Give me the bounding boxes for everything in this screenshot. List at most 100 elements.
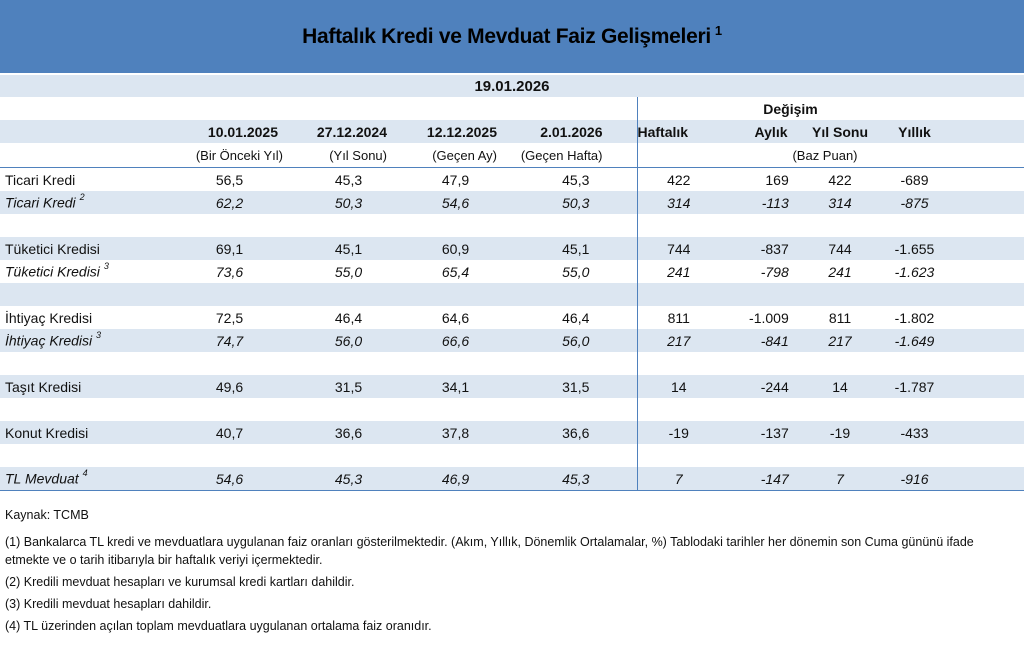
change-header: Değişim [763, 100, 818, 117]
value-cell: 55,0 [562, 263, 590, 280]
change-cell: 14 [800, 375, 880, 398]
change-cell: 314 [800, 191, 880, 214]
row-label: Ticari Kredi [0, 167, 158, 191]
col-date: 12.12.2025 [396, 120, 515, 143]
col-subtitle: (Bir Önceki Yıl) [195, 147, 283, 163]
table-row: Tüketici Kredisi 69,1 45,1 60,9 45,1 744… [0, 237, 1024, 260]
value-cell: 55,0 [334, 263, 363, 280]
value-cell: 54,6 [396, 191, 515, 214]
spacer-row [0, 214, 1024, 237]
change-cell: 744 [800, 237, 880, 260]
change-cell: 811 -1.009 [636, 306, 800, 329]
value-cell: 46,4 [562, 309, 590, 326]
title-text: Haftalık Kredi ve Mevduat Faiz Gelişmele… [302, 24, 711, 48]
spacer-row [0, 283, 1024, 306]
change-cell: -916 [880, 467, 949, 491]
change-cell: 241 -798 [636, 260, 800, 283]
value-cell: 54,6 [158, 467, 301, 491]
col-subtitle: (Yıl Sonu) [329, 147, 387, 163]
row-label: Tüketici Kredisi [0, 237, 158, 260]
change-col-header: Haftalık Aylık [636, 120, 800, 143]
change-cell: -1.655 [880, 237, 949, 260]
change-unit: (Baz Puan) [792, 147, 858, 163]
change-col-header: Yıllık [880, 120, 949, 143]
row-label: İhtiyaç Kredisi 3 [0, 329, 158, 352]
table-row: Ticari Kredi 2 62,2 50,3 54,6 50,3 314 -1… [0, 191, 1024, 214]
title-footnote-ref: 1 [714, 23, 722, 38]
value-cell: 36,6 [515, 421, 637, 444]
spacer-row [0, 352, 1024, 375]
change-cell: 7 [800, 467, 880, 491]
value-cell: 45,3 [301, 467, 396, 491]
change-cell: -1.623 [894, 263, 935, 280]
value-cell: 56,5 [158, 167, 301, 191]
row-label: Taşıt Kredisi [0, 375, 158, 398]
table-row: Tüketici Kredisi 3 73,6 55,0 65,4 55,0 2… [0, 260, 1024, 283]
row-label: TL Mevduat 4 [0, 467, 158, 491]
value-cell: 56,0 [515, 329, 637, 352]
change-cell: 217 [800, 329, 880, 352]
change-cell: -19 -137 [636, 421, 800, 444]
source-note: Kaynak: TCMB [5, 508, 89, 522]
change-cell: -875 [880, 191, 949, 214]
col-date: 2.01.2026 [515, 120, 637, 143]
value-cell: 31,5 [301, 375, 396, 398]
col-date: 27.12.2024 [301, 120, 396, 143]
value-cell: 60,9 [396, 237, 515, 260]
value-cell: 37,8 [396, 421, 515, 444]
change-cell: 422 169 [636, 167, 800, 191]
value-cell: 45,3 [301, 167, 396, 191]
table-row: İhtiyaç Kredisi 3 74,7 56,0 66,6 56,0 21… [0, 329, 1024, 352]
change-cell: 314 -113 [636, 191, 800, 214]
value-cell: 73,6 [215, 263, 244, 280]
value-cell: 49,6 [158, 375, 301, 398]
value-cell: 34,1 [396, 375, 515, 398]
header-sub-row: (Bir Önceki Yıl) (Yıl Sonu) (Geçen Ay) (… [0, 143, 1024, 168]
interest-rates-table: Değişim 10.01.2025 27.12.2024 12.12.2025… [0, 97, 1024, 491]
change-cell: -1.787 [880, 375, 949, 398]
value-cell: 40,7 [158, 421, 301, 444]
change-cell: -433 [880, 421, 949, 444]
col-date: 10.01.2025 [158, 120, 301, 143]
value-cell: 64,6 [441, 309, 470, 326]
value-cell: 46,9 [396, 467, 515, 491]
change-cell: 217 -841 [636, 329, 800, 352]
row-label: Ticari Kredi 2 [0, 191, 158, 214]
value-cell: 45,1 [301, 237, 396, 260]
footnote: (2) Kredili mevduat hesapları ve kurumsa… [5, 575, 355, 589]
value-cell: 50,3 [515, 191, 637, 214]
change-cell: -1.649 [880, 329, 949, 352]
footnote: (3) Kredili mevduat hesapları dahildir. [5, 597, 212, 611]
value-cell: 74,7 [158, 329, 301, 352]
value-cell: 50,3 [301, 191, 396, 214]
table-title: Haftalık Kredi ve Mevduat Faiz Gelişmele… [0, 0, 1024, 73]
change-cell: 241 [828, 263, 852, 280]
footnote: (4) TL üzerinden açılan toplam mevduatla… [5, 619, 432, 633]
spacer-row [0, 398, 1024, 421]
table-row: İhtiyaç Kredisi 72,5 46,4 64,6 46,4 811-… [0, 306, 1024, 329]
footnote: (1) Bankalarca TL kredi ve mevduatlara u… [5, 535, 974, 567]
change-cell: 422 [800, 167, 880, 191]
col-subtitle: (Geçen Ay) [432, 147, 497, 163]
col-subtitle: (Geçen Hafta) [520, 147, 603, 163]
table-row: Taşıt Kredisi 49,6 31,5 34,1 31,5 14 -244… [0, 375, 1024, 398]
change-cell: -1.802 [894, 309, 935, 326]
value-cell: 45,1 [515, 237, 637, 260]
footnotes: Kaynak: TCMB (1) Bankalarca TL kredi ve … [5, 506, 1015, 639]
row-label: Tüketici Kredisi 3 [5, 261, 109, 280]
row-label: İhtiyaç Kredisi [5, 309, 93, 326]
change-col-header: Yıl Sonu [800, 120, 880, 143]
value-cell: 36,6 [301, 421, 396, 444]
table-row: Ticari Kredi 56,5 45,3 47,9 45,3 422 169 … [0, 167, 1024, 191]
change-cell: 811 [828, 309, 852, 326]
value-cell: 66,6 [396, 329, 515, 352]
value-cell: 65,4 [441, 263, 470, 280]
value-cell: 45,3 [515, 167, 637, 191]
header-change-row: Değişim [0, 97, 1024, 120]
header-date-row: 10.01.2025 27.12.2024 12.12.2025 2.01.20… [0, 120, 1024, 143]
table-row: TL Mevduat 4 54,6 45,3 46,9 45,3 7 -147 7… [0, 467, 1024, 491]
value-cell: 47,9 [396, 167, 515, 191]
change-cell: -19 [800, 421, 880, 444]
value-cell: 62,2 [158, 191, 301, 214]
report-date: 19.01.2026 [0, 75, 1024, 97]
